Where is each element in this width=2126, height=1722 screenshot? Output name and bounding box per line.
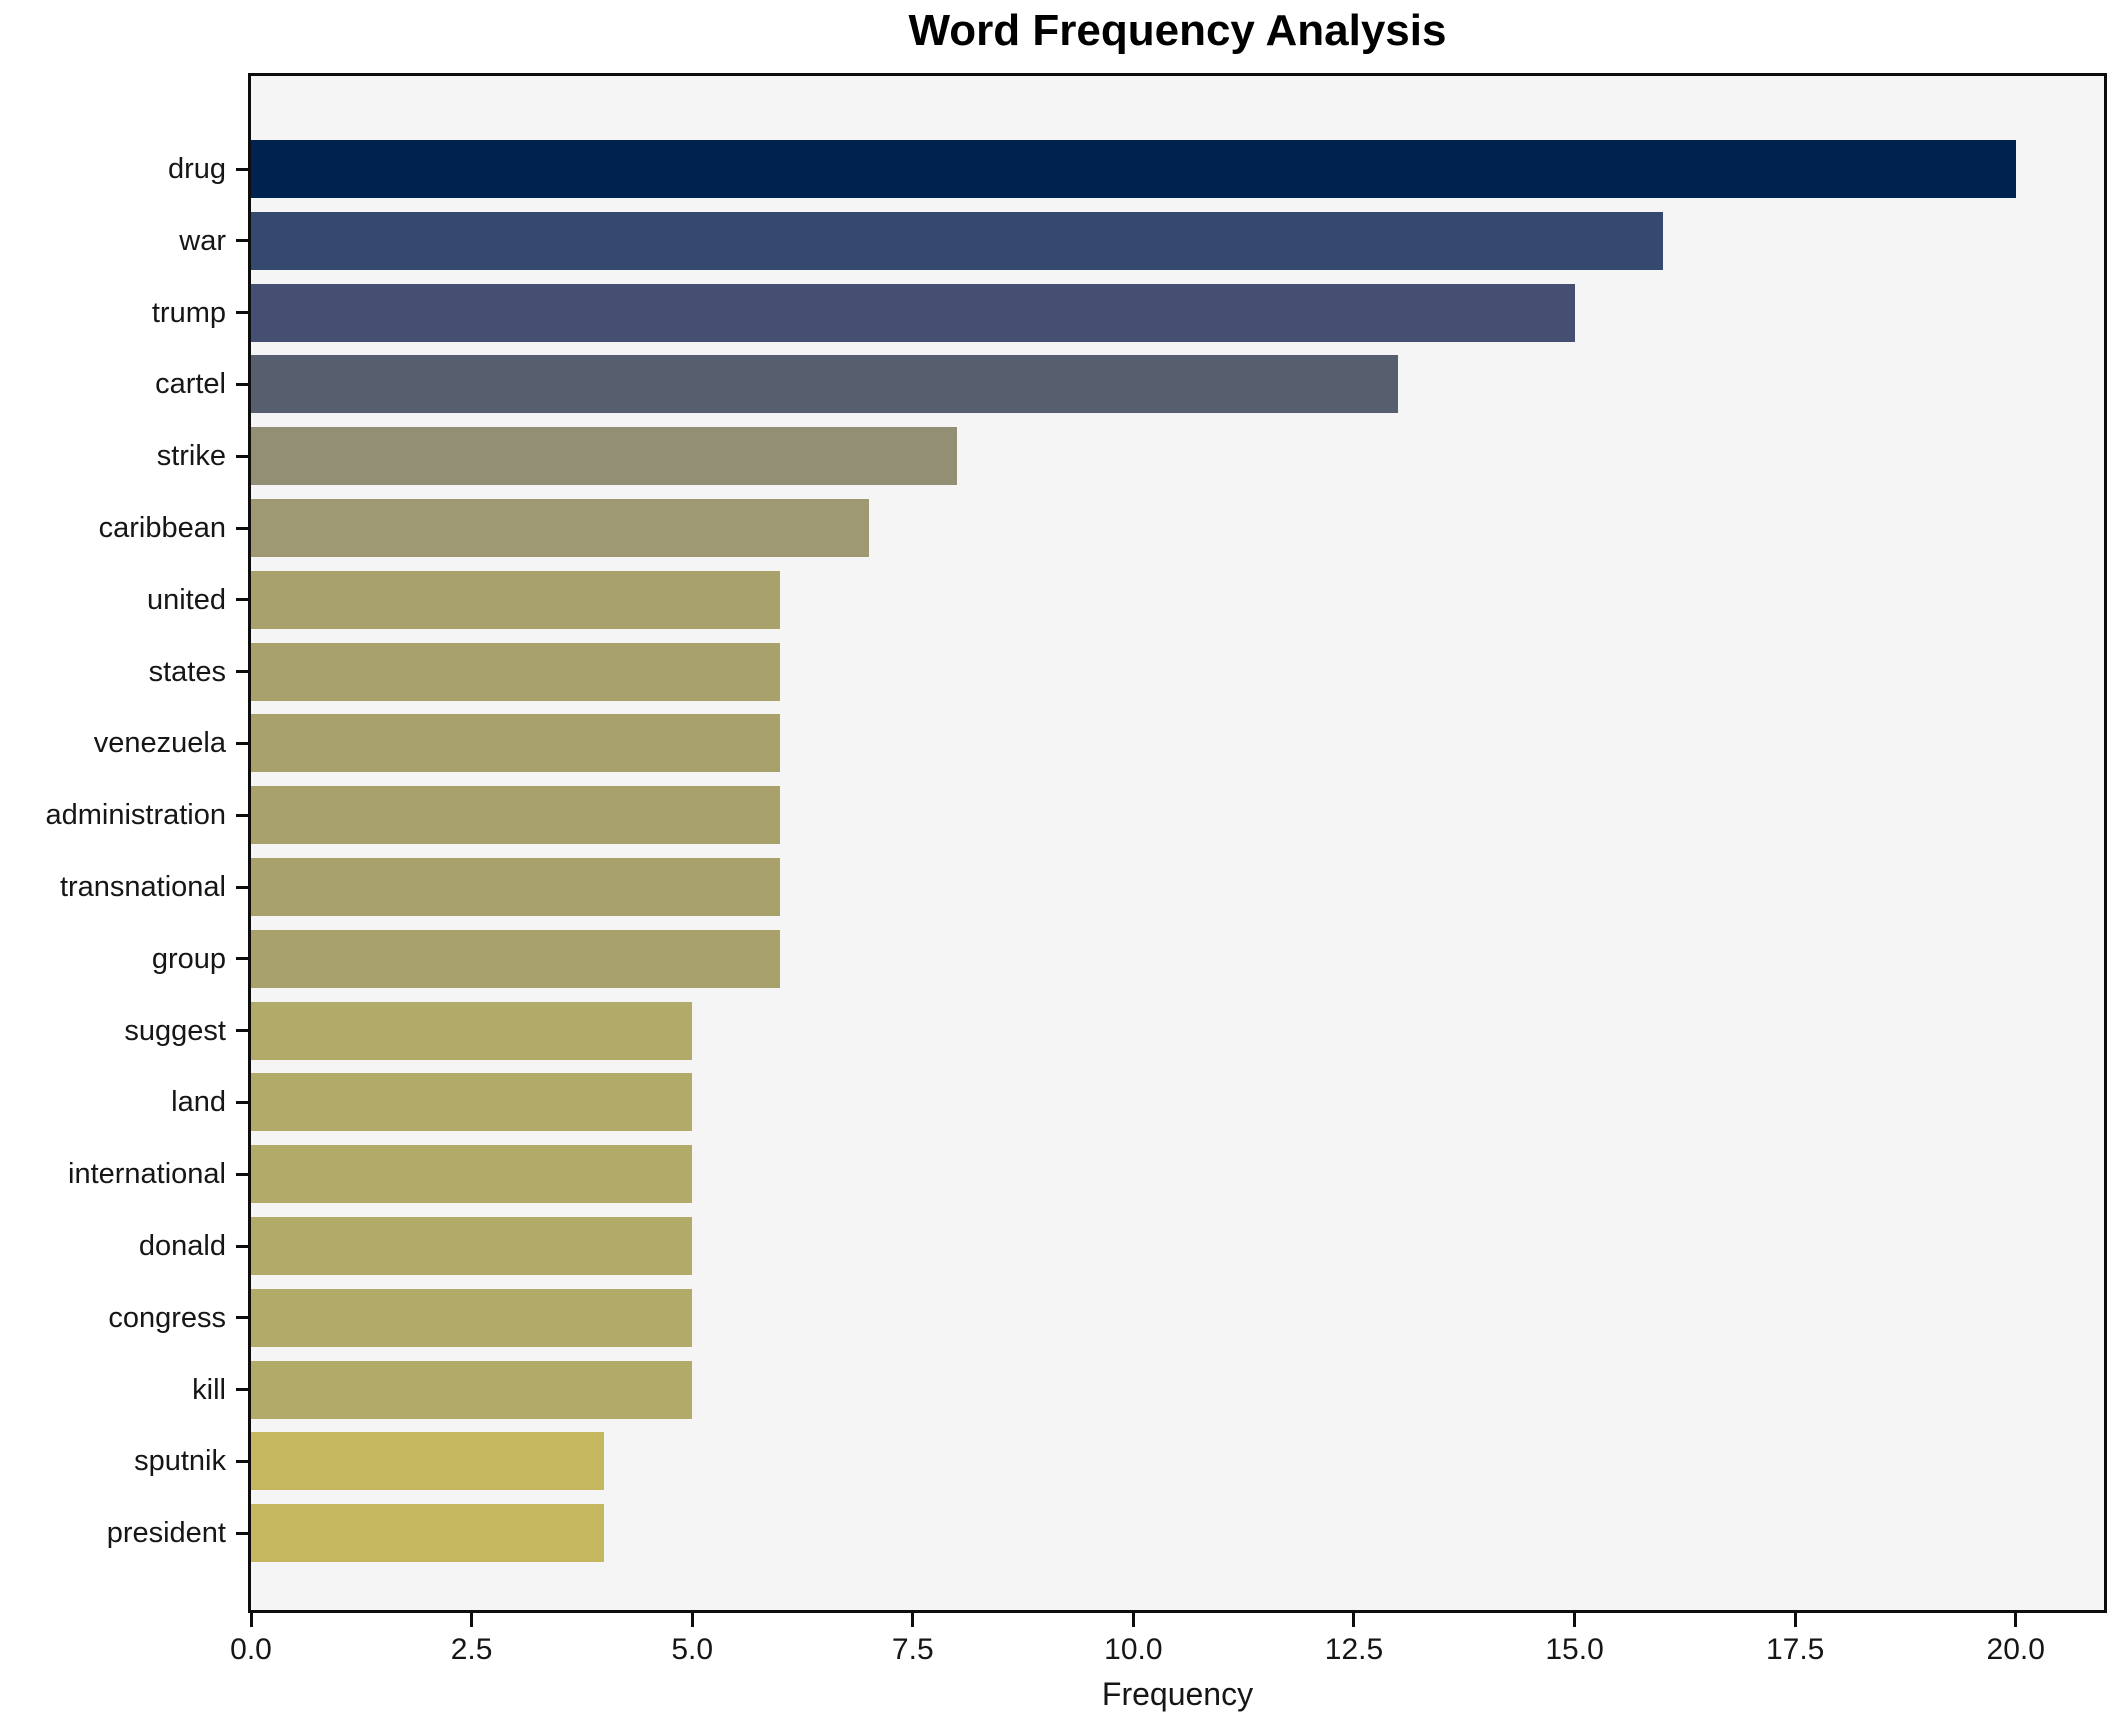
bar-land [251,1073,693,1132]
x-tick-mark [1793,1613,1797,1627]
y-tick-mark [236,454,248,458]
y-tick-label: caribbean [98,512,226,544]
bar-drug [251,140,2016,198]
x-tick-label: 5.0 [671,1633,714,1666]
bar-strike [251,427,957,486]
bar-venezuela [251,714,781,773]
bar-sputnik [251,1432,604,1491]
plot-area [248,73,2107,1613]
y-tick-label: suggest [124,1014,226,1047]
x-axis-title: Frequency [1101,1676,1254,1712]
y-tick-label: international [68,1158,226,1191]
bar-international [251,1145,693,1204]
y-tick-mark [236,598,248,602]
y-tick-mark [236,239,248,243]
y-tick-mark [236,167,248,171]
bar-congress [251,1288,693,1347]
y-tick-label: united [146,583,226,616]
y-tick-mark [236,1244,248,1248]
y-tick-mark [236,1029,248,1033]
x-tick-mark [249,1613,253,1627]
y-tick-mark [236,813,248,817]
bar-war [251,211,1663,270]
x-tick-label: 17.5 [1765,1633,1825,1666]
y-tick-mark [236,1459,248,1463]
bar-caribbean [251,499,869,557]
y-tick-mark [236,1100,248,1104]
x-tick-mark [690,1613,694,1627]
bar-administration [251,786,781,845]
x-tick-label: 7.5 [891,1633,934,1666]
chart-title: Word Frequency Analysis [908,6,1447,55]
y-tick-label: trump [151,296,226,329]
x-tick-label: 10.0 [1104,1633,1163,1666]
bar-states [251,642,781,701]
bar-cartel [251,355,1399,414]
y-tick-label: strike [156,440,226,473]
x-tick-label: 12.5 [1324,1633,1384,1666]
y-tick-mark [236,382,248,386]
x-tick-mark [1131,1613,1135,1627]
y-tick-label: administration [45,799,226,832]
y-tick-label: war [179,224,226,257]
bar-transnational [251,858,781,916]
x-tick-mark [1352,1613,1356,1627]
y-tick-label: congress [108,1301,226,1334]
bar-group [251,929,781,988]
bar-president [251,1504,604,1563]
x-tick-mark [1573,1613,1577,1627]
x-tick-mark [911,1613,915,1627]
y-tick-mark [236,1172,248,1176]
y-tick-mark [236,1388,248,1392]
x-tick-mark [2014,1613,2018,1627]
y-tick-label: drug [167,153,226,185]
bar-suggest [251,1001,693,1060]
y-tick-label: cartel [155,368,226,401]
bar-trump [251,283,1575,342]
bar-united [251,570,781,629]
x-tick-label: 2.5 [450,1633,493,1666]
bar-donald [251,1217,693,1275]
y-tick-mark [236,957,248,961]
bar-kill [251,1360,693,1419]
y-tick-label: states [148,655,226,688]
y-tick-label: kill [192,1373,226,1406]
x-tick-label: 15.0 [1545,1633,1604,1666]
y-tick-label: president [106,1517,226,1550]
y-tick-mark [236,1531,248,1535]
y-tick-mark [236,1316,248,1320]
y-tick-mark [236,311,248,315]
y-tick-label: donald [138,1230,226,1262]
y-tick-label: transnational [59,871,226,903]
x-tick-label: 20.0 [1986,1633,2045,1666]
y-tick-mark [236,526,248,530]
y-tick-mark [236,670,248,674]
x-tick-mark [470,1613,474,1627]
y-tick-mark [236,885,248,889]
y-tick-label: sputnik [134,1445,226,1478]
y-tick-mark [236,741,248,745]
y-tick-label: group [151,942,226,975]
y-tick-label: venezuela [93,727,226,760]
y-tick-label: land [171,1086,226,1119]
x-tick-label: 0.0 [230,1633,272,1666]
